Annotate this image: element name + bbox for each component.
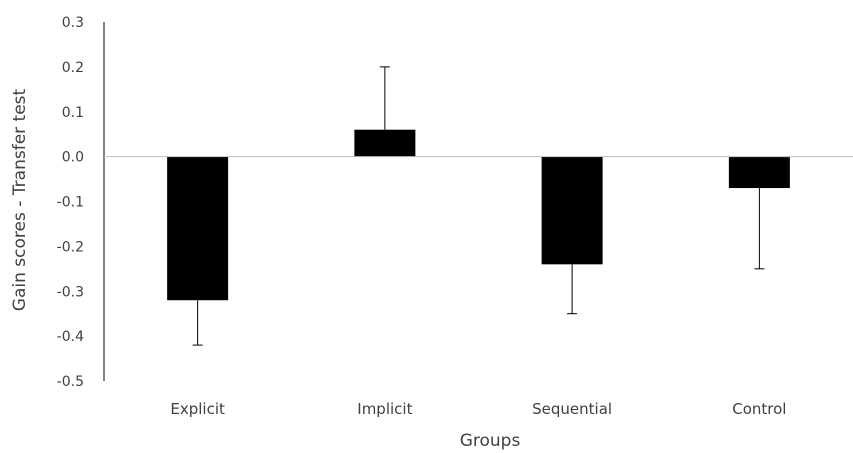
y-tick-label: 0.0 (62, 150, 84, 166)
y-tick-label: 0.1 (62, 105, 84, 121)
y-tick-label: 0.3 (62, 15, 84, 31)
bars (167, 129, 790, 301)
bar-implicit (354, 129, 416, 157)
y-axis-title: Gain scores - Transfer test (10, 88, 30, 311)
bar-control (728, 156, 790, 189)
bar-sequential (541, 156, 603, 265)
x-axis-title: Groups (460, 431, 521, 451)
y-tick-label: -0.3 (57, 284, 84, 300)
y-tick-label: -0.5 (57, 374, 84, 390)
y-tick-label: -0.4 (57, 329, 84, 345)
x-category-label: Implicit (357, 400, 412, 418)
error-bars (192, 66, 765, 346)
y-tick-label: -0.2 (57, 239, 84, 255)
y-axis-ticks: 0.3 0.2 0.1 0.0 -0.1 -0.2 -0.3 -0.4 -0.5 (57, 15, 84, 390)
y-tick-label: 0.2 (62, 60, 84, 76)
x-category-label: Explicit (170, 400, 225, 418)
x-category-label: Sequential (532, 400, 612, 418)
x-axis-categories: Explicit Implicit Sequential Control (170, 400, 786, 418)
bar-explicit (167, 156, 229, 301)
x-category-label: Control (732, 400, 786, 418)
y-tick-label: -0.1 (57, 195, 84, 211)
